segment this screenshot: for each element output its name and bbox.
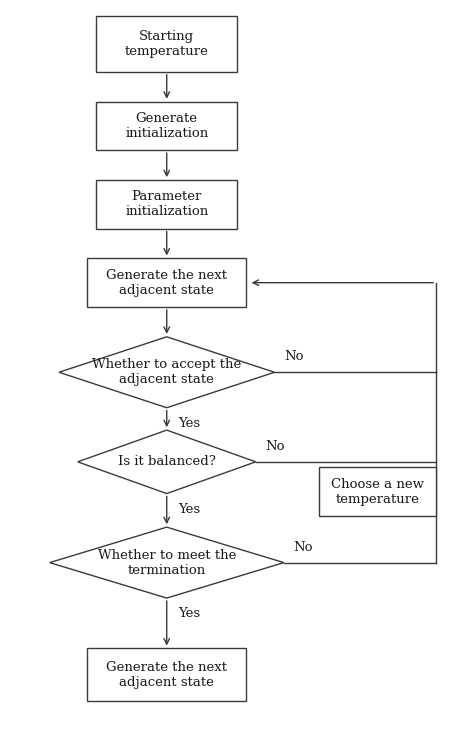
FancyBboxPatch shape	[87, 259, 246, 307]
Text: Choose a new
temperature: Choose a new temperature	[331, 478, 424, 505]
Text: Is it balanced?: Is it balanced?	[118, 456, 216, 468]
FancyBboxPatch shape	[97, 102, 237, 150]
Text: Starting
temperature: Starting temperature	[125, 30, 209, 58]
Text: No: No	[284, 350, 303, 363]
FancyBboxPatch shape	[87, 648, 246, 701]
Text: Yes: Yes	[178, 607, 201, 620]
Text: Generate the next
adjacent state: Generate the next adjacent state	[106, 660, 227, 689]
Text: Parameter
initialization: Parameter initialization	[125, 190, 209, 218]
Text: Whether to accept the
adjacent state: Whether to accept the adjacent state	[92, 358, 241, 387]
Polygon shape	[59, 337, 274, 408]
Text: No: No	[293, 541, 313, 553]
Polygon shape	[78, 430, 256, 493]
Text: Generate
initialization: Generate initialization	[125, 112, 209, 140]
Text: Whether to meet the
termination: Whether to meet the termination	[98, 549, 236, 577]
Text: Generate the next
adjacent state: Generate the next adjacent state	[106, 268, 227, 297]
FancyBboxPatch shape	[319, 468, 436, 516]
Text: No: No	[265, 440, 284, 453]
FancyBboxPatch shape	[97, 180, 237, 229]
FancyBboxPatch shape	[97, 16, 237, 72]
Text: Yes: Yes	[178, 502, 201, 516]
Text: Yes: Yes	[178, 417, 201, 429]
Polygon shape	[50, 527, 284, 598]
